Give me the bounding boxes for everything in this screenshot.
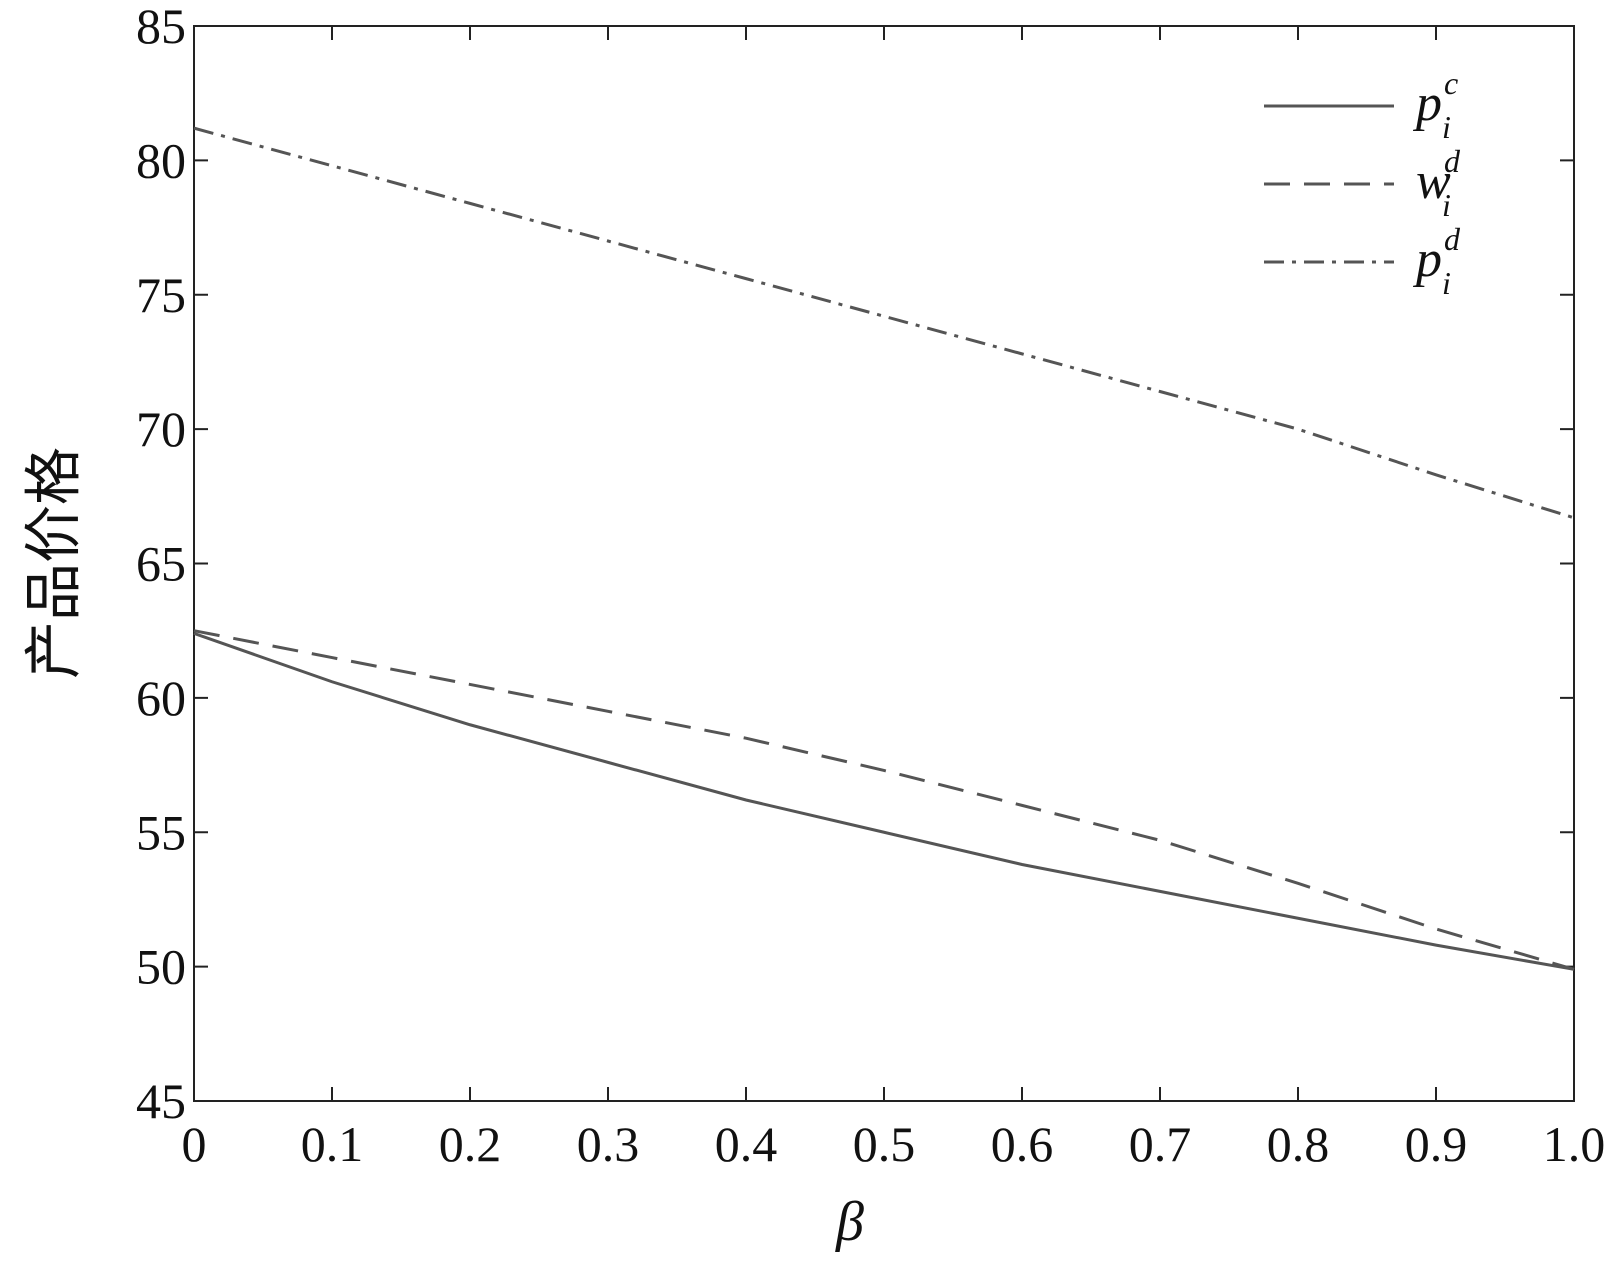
y-tick-label: 70 bbox=[136, 401, 186, 457]
x-tick-label: 0.4 bbox=[715, 1116, 778, 1172]
y-tick-label: 65 bbox=[136, 536, 186, 592]
legend-subscript: i bbox=[1442, 187, 1451, 223]
x-tick-label: 0.7 bbox=[1129, 1116, 1192, 1172]
legend-label: p bbox=[1412, 75, 1442, 132]
legend-entry: p ic bbox=[1412, 65, 1458, 145]
legend-label: w bbox=[1416, 153, 1451, 210]
x-tick-label: 0.9 bbox=[1405, 1116, 1468, 1172]
y-tick-label: 55 bbox=[136, 804, 186, 860]
x-tick-label: 0.8 bbox=[1267, 1116, 1330, 1172]
legend-subscript: i bbox=[1442, 109, 1451, 145]
legend-entry: wid bbox=[1416, 143, 1461, 223]
data-line bbox=[193, 126, 1575, 520]
legend-superscript: d bbox=[1444, 221, 1461, 257]
x-tick-label: 0.2 bbox=[439, 1116, 502, 1172]
legend-superscript: c bbox=[1444, 65, 1458, 101]
x-tick-label: 1.0 bbox=[1543, 1116, 1606, 1172]
x-tick-label: 0 bbox=[182, 1116, 207, 1172]
legend-superscript: d bbox=[1444, 143, 1461, 179]
legend-entry: p id bbox=[1412, 221, 1461, 301]
y-tick-label: 75 bbox=[136, 267, 186, 323]
y-tick-label: 85 bbox=[136, 0, 186, 54]
legend-subscript: i bbox=[1442, 265, 1451, 301]
data-line bbox=[193, 629, 1575, 971]
x-axis-label: β bbox=[835, 1191, 864, 1253]
x-tick-label: 0.6 bbox=[991, 1116, 1054, 1172]
data-line bbox=[193, 631, 1575, 971]
x-tick-label: 0.3 bbox=[577, 1116, 640, 1172]
plot-frame bbox=[193, 25, 1575, 1102]
x-tick-label: 0.5 bbox=[853, 1116, 916, 1172]
x-tick-label: 0.1 bbox=[301, 1116, 364, 1172]
y-tick-label: 45 bbox=[136, 1073, 186, 1129]
legend-label: p bbox=[1412, 231, 1442, 288]
y-tick-label: 50 bbox=[136, 939, 186, 995]
y-tick-label: 60 bbox=[136, 670, 186, 726]
y-tick-label: 80 bbox=[136, 132, 186, 188]
y-axis-label: 产品价格 bbox=[21, 447, 86, 679]
